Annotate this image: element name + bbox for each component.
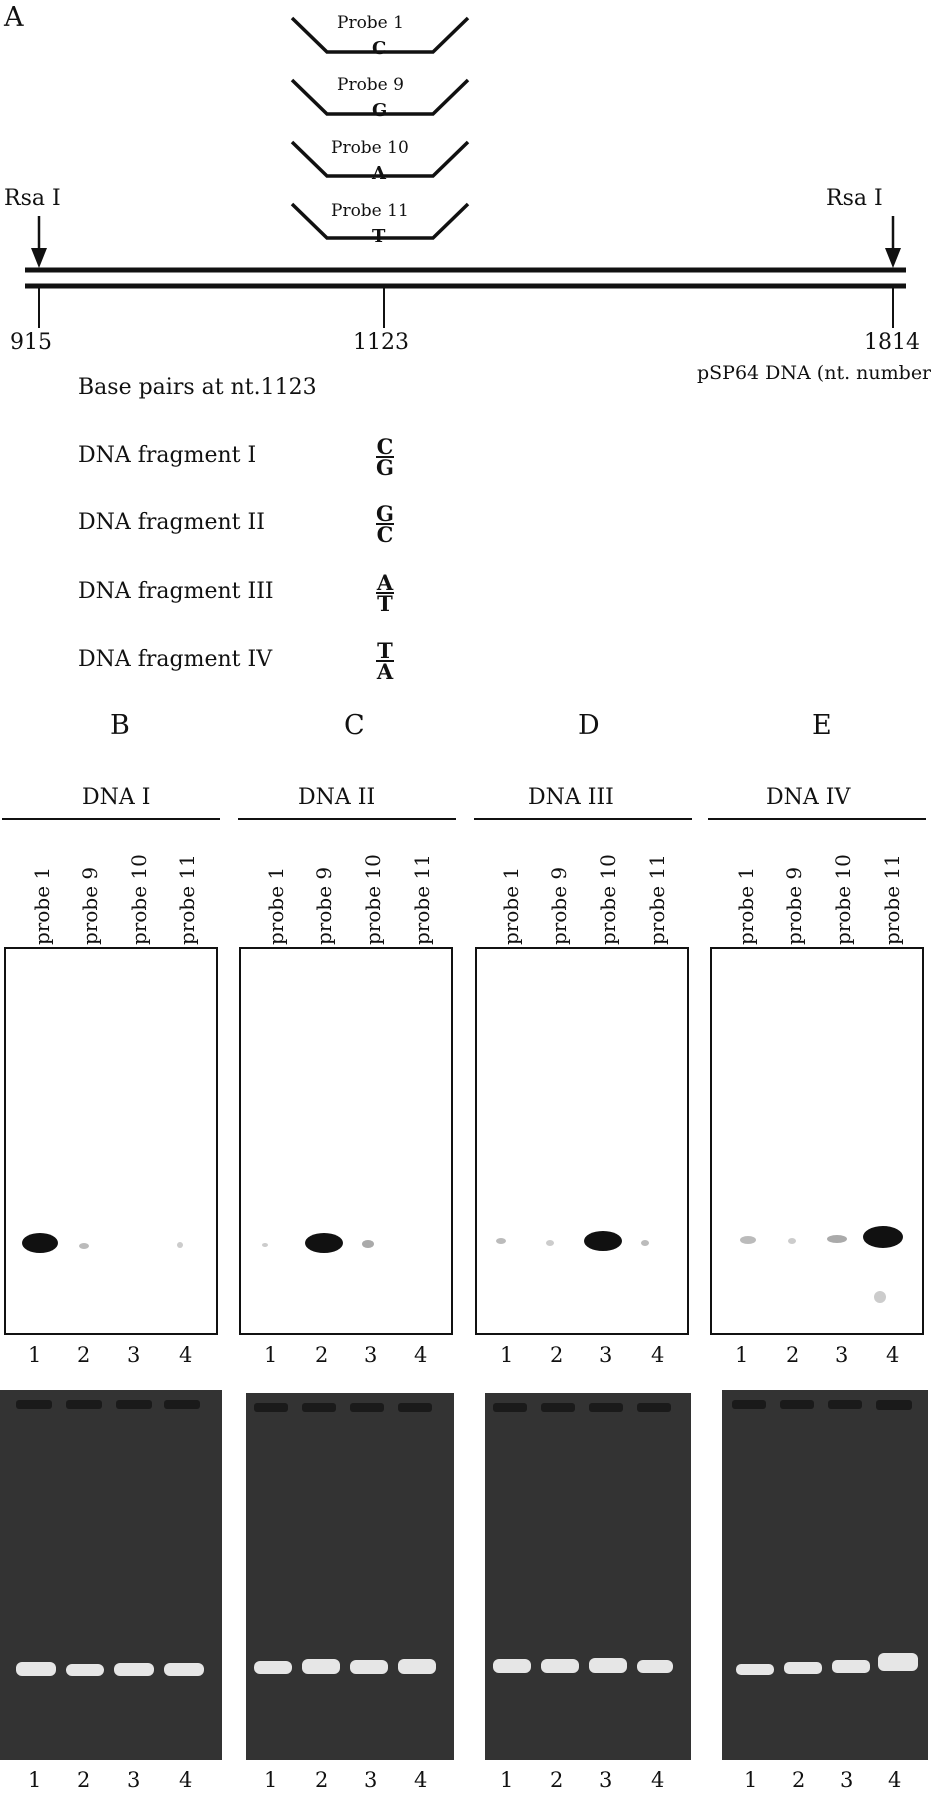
- panel-b-probe-1: probe 1: [30, 866, 54, 945]
- fragment-iv-label: DNA fragment IV: [78, 647, 273, 672]
- panel-c-blot-lane-2: 2: [315, 1343, 329, 1367]
- panel-d-gel-lane-1: 1: [500, 1768, 514, 1792]
- panel-c-blot-lane-4: 4: [414, 1343, 428, 1367]
- panel-d-blot-lane-4: 4: [651, 1343, 665, 1367]
- panel-e-blot: [710, 947, 924, 1335]
- panel-b-gel-lane-4: 4: [179, 1768, 193, 1792]
- panel-d-blot-lane-2: 2: [550, 1343, 564, 1367]
- position-1814: 1814: [864, 330, 920, 355]
- panel-e-probe-11: probe 11: [880, 854, 904, 945]
- panel-c-probe-1: probe 1: [264, 866, 288, 945]
- probe-9-label: Probe 9: [337, 75, 404, 95]
- rsa-right-label: Rsa I: [826, 186, 883, 211]
- panel-c-gel-lane-4: 4: [414, 1768, 428, 1792]
- panel-e-probe-10: probe 10: [831, 854, 855, 945]
- panel-c-blot-lane-3: 3: [364, 1343, 378, 1367]
- fragment-iii-label: DNA fragment III: [78, 579, 274, 604]
- panel-b-blot-lane-4: 4: [179, 1343, 193, 1367]
- panel-b-blot-lane-1: 1: [28, 1343, 42, 1367]
- panel-e-probe-1: probe 1: [734, 866, 758, 945]
- panel-c-gel-lane-1: 1: [264, 1768, 278, 1792]
- probe-11-label: Probe 11: [331, 201, 409, 221]
- panel-e-letter: E: [812, 710, 832, 741]
- panel-e-gel-lane-2: 2: [792, 1768, 806, 1792]
- panel-b-letter: B: [110, 710, 130, 741]
- panel-c-rule: [238, 818, 456, 820]
- probe-1-base: C: [372, 38, 387, 59]
- probe-diagrams: [290, 16, 470, 240]
- panel-b-gel-lane-2: 2: [77, 1768, 91, 1792]
- panel-e-probe-9: probe 9: [782, 866, 806, 945]
- panel-b-rule: [2, 818, 220, 820]
- base-pairs-title: Base pairs at nt.1123: [78, 375, 317, 400]
- panel-c-probe-10: probe 10: [361, 854, 385, 945]
- panel-c-gel-lane-3: 3: [364, 1768, 378, 1792]
- dna-caption: pSP64 DNA (nt. numbers): [697, 362, 931, 384]
- panel-e-blot-lane-3: 3: [835, 1343, 849, 1367]
- panel-d-probe-9: probe 9: [547, 866, 571, 945]
- panel-b-gel: [0, 1390, 222, 1760]
- panel-d-rule: [474, 818, 692, 820]
- probe-10-label: Probe 10: [331, 138, 409, 158]
- probe-9-shape: [290, 78, 470, 116]
- panel-c-gel: [246, 1393, 454, 1760]
- panel-b-probe-11: probe 11: [175, 854, 199, 945]
- probe-1-label: Probe 1: [337, 13, 404, 33]
- panel-c-letter: C: [344, 710, 365, 741]
- panel-e-rule: [708, 818, 926, 820]
- rsa-left-label: Rsa I: [4, 186, 61, 211]
- panel-b-blot-lane-2: 2: [77, 1343, 91, 1367]
- probe-10-base: A: [372, 163, 386, 184]
- panel-d-gel-lane-3: 3: [599, 1768, 613, 1792]
- panel-b-blot-lane-3: 3: [127, 1343, 141, 1367]
- panel-d-probe-11: probe 11: [645, 854, 669, 945]
- panel-e-gel-lane-3: 3: [840, 1768, 854, 1792]
- probe-10-shape: [290, 140, 470, 178]
- panel-d-probe-1: probe 1: [499, 866, 523, 945]
- panel-c-blot-lane-1: 1: [264, 1343, 278, 1367]
- panel-e-blot-lane-1: 1: [735, 1343, 749, 1367]
- panel-d-gel-lane-2: 2: [550, 1768, 564, 1792]
- panel-d-blot-lane-3: 3: [599, 1343, 613, 1367]
- panel-e-gel: [722, 1390, 928, 1760]
- probe-9-base: G: [372, 100, 388, 121]
- panel-b-blot: [4, 947, 218, 1335]
- fragment-i-label: DNA fragment I: [78, 443, 257, 468]
- panel-b-probe-10: probe 10: [127, 854, 151, 945]
- position-1123: 1123: [353, 330, 409, 355]
- panel-e-gel-lane-1: 1: [744, 1768, 758, 1792]
- rsa-arrows: [25, 216, 906, 328]
- panel-e-blot-lane-4: 4: [886, 1343, 900, 1367]
- panel-c-gel-lane-2: 2: [315, 1768, 329, 1792]
- panel-c-probe-9: probe 9: [312, 866, 336, 945]
- panel-d-probe-10: probe 10: [596, 854, 620, 945]
- panel-a-letter: A: [4, 2, 24, 33]
- panel-b-probe-9: probe 9: [78, 866, 102, 945]
- panel-e-title: DNA IV: [766, 785, 851, 810]
- position-915: 915: [10, 330, 52, 355]
- panel-d-title: DNA III: [528, 785, 614, 810]
- probe-1-shape: [290, 16, 470, 54]
- fragment-ii-label: DNA fragment II: [78, 510, 265, 535]
- panel-e-blot-lane-2: 2: [786, 1343, 800, 1367]
- panel-d-blot-lane-1: 1: [500, 1343, 514, 1367]
- panel-d-letter: D: [578, 710, 600, 741]
- panel-b-gel-lane-3: 3: [127, 1768, 141, 1792]
- panel-c-probe-11: probe 11: [410, 854, 434, 945]
- panel-c-title: DNA II: [298, 785, 376, 810]
- probe-11-base: T: [372, 226, 386, 247]
- panel-d-gel-lane-4: 4: [651, 1768, 665, 1792]
- panel-b-gel-lane-1: 1: [28, 1768, 42, 1792]
- panel-d-gel: [485, 1393, 691, 1760]
- panel-e-gel-lane-4: 4: [888, 1768, 902, 1792]
- panel-c-blot: [239, 947, 453, 1335]
- panel-b-title: DNA I: [82, 785, 151, 810]
- probe-11-shape: [290, 202, 470, 240]
- panel-d-blot: [475, 947, 689, 1335]
